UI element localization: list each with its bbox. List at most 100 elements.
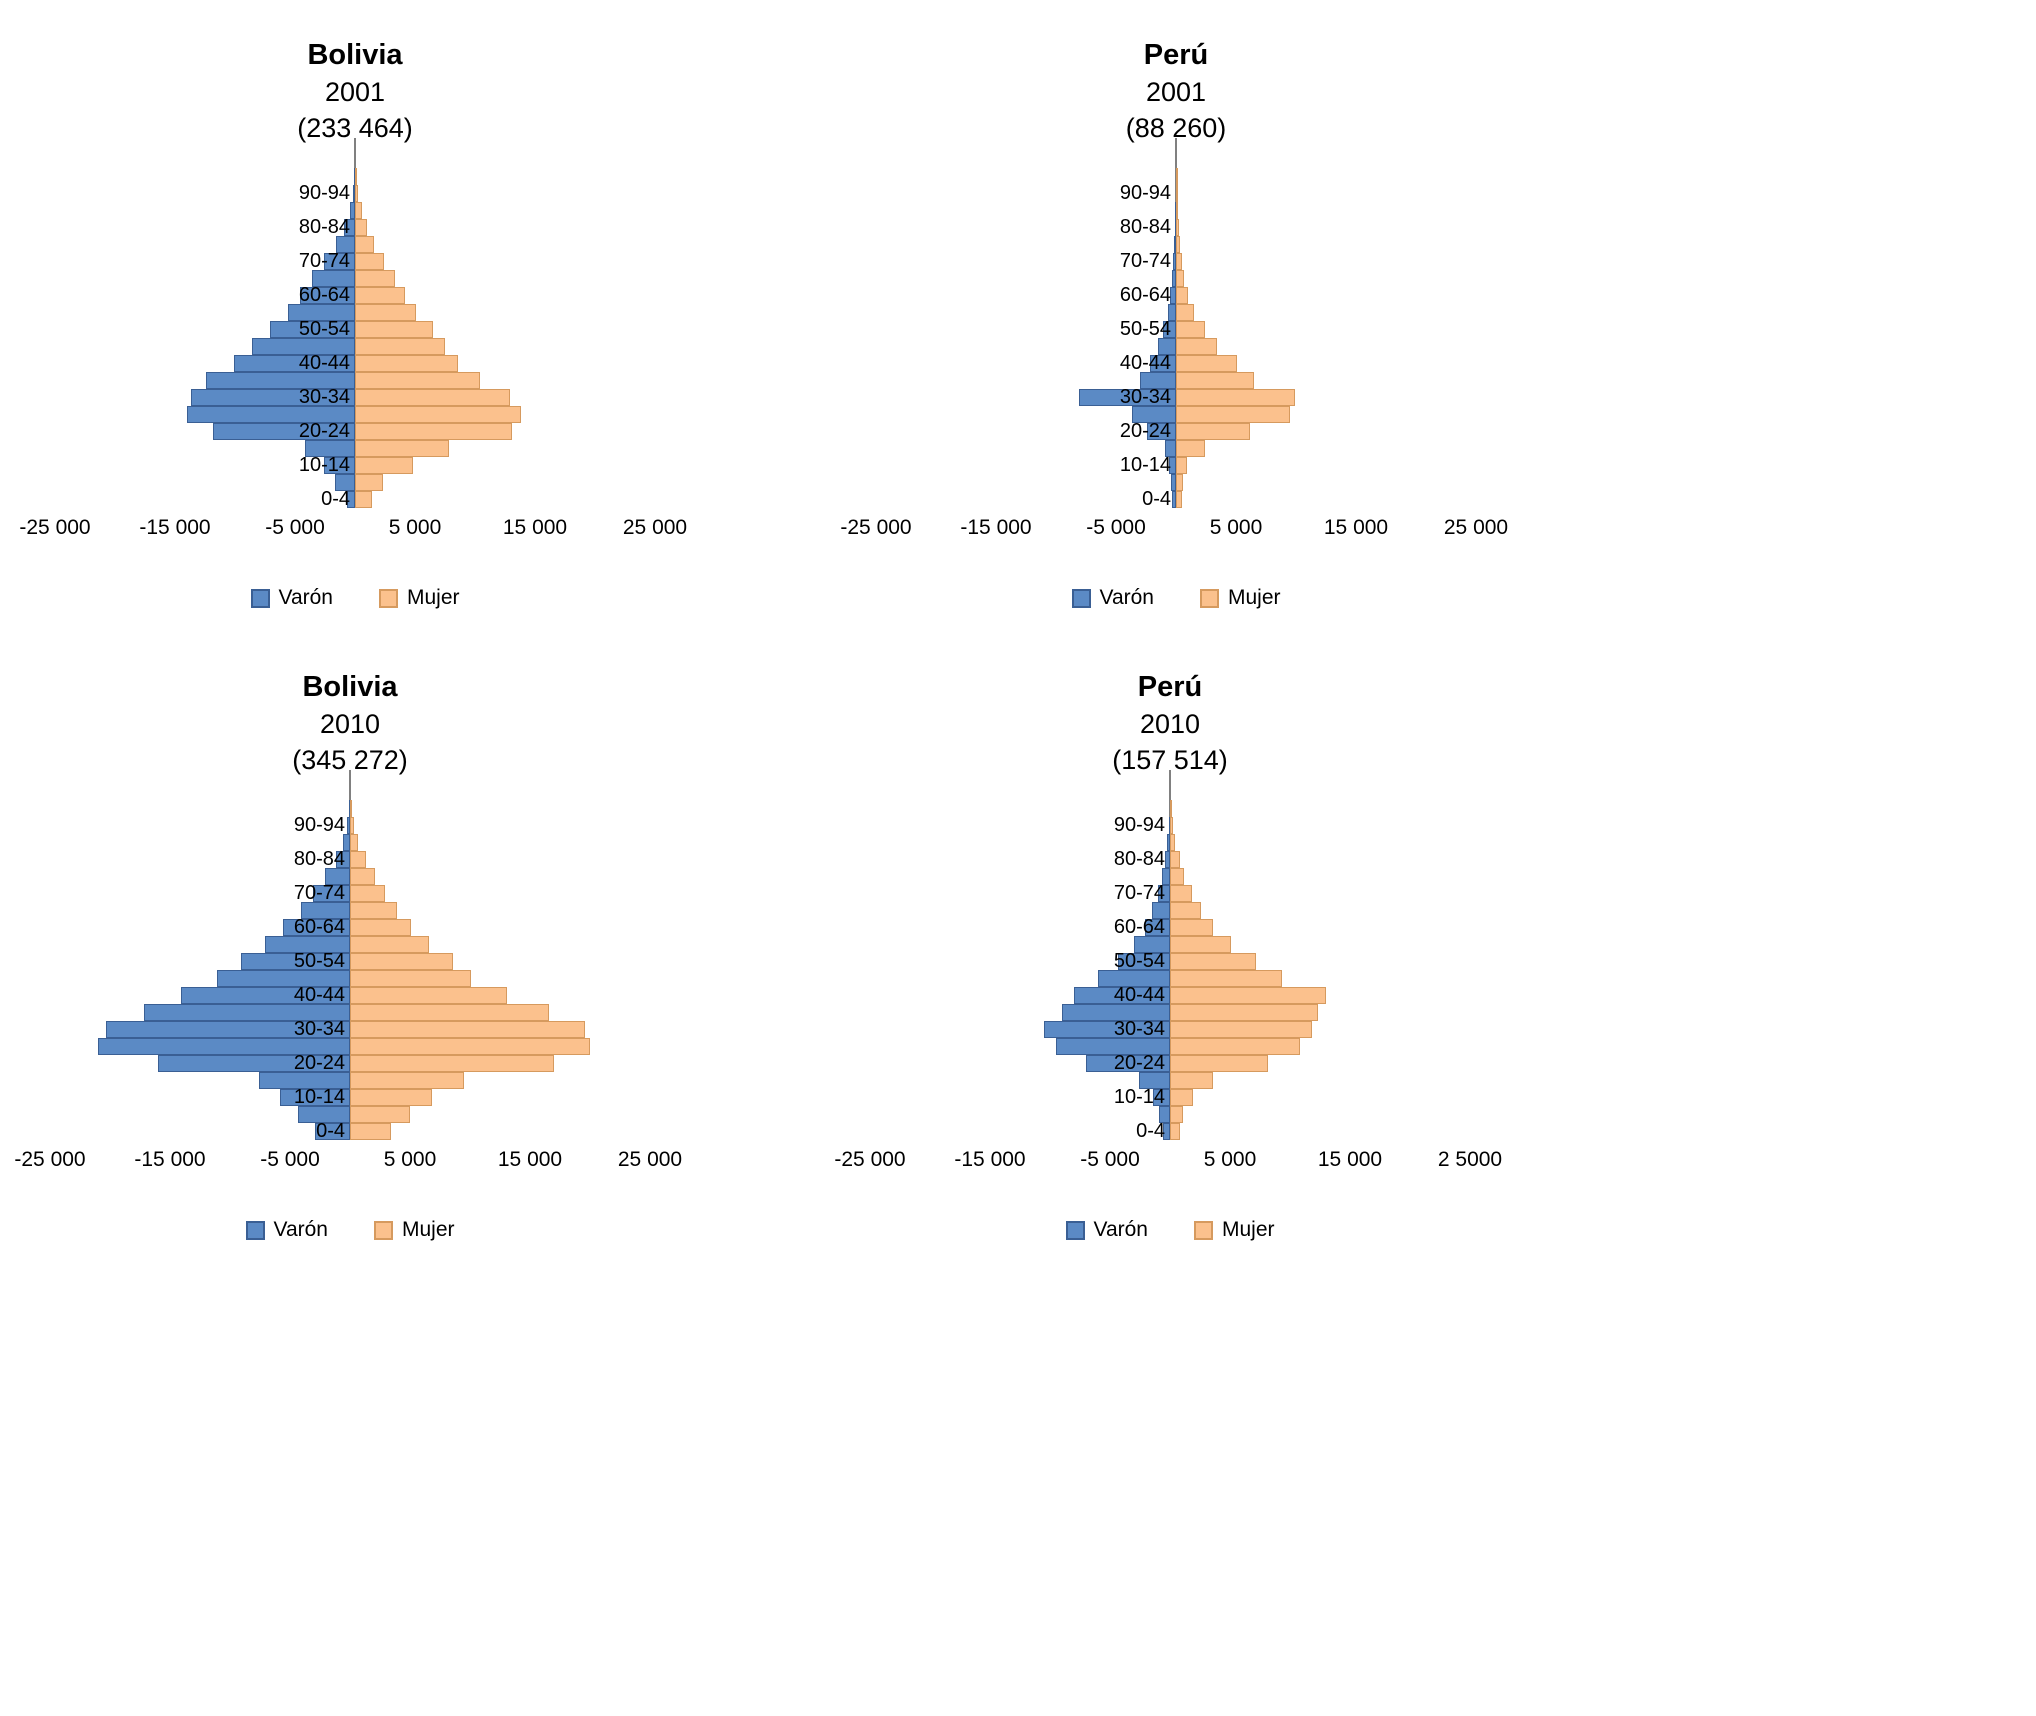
male-legend-swatch <box>250 588 270 608</box>
pyramid-bar-male <box>335 236 355 253</box>
pyramid-bar-male <box>299 287 355 304</box>
legend-item-male: Varón <box>1065 1218 1148 1242</box>
pyramid-bar-female <box>355 491 372 508</box>
pyramid-bar-male <box>187 406 355 423</box>
pyramid-bar-female <box>350 1123 391 1140</box>
pyramid-bar-female <box>1170 851 1180 868</box>
pyramid-bar-male <box>346 817 350 834</box>
age-group-label: 70-74 <box>293 882 345 904</box>
pyramid-bar-male <box>1044 1021 1170 1038</box>
pyramid-bar-male <box>1165 851 1170 868</box>
legend: Varón Mujer <box>870 1218 1470 1242</box>
pyramid-bar-male <box>1158 885 1170 902</box>
pyramid-bar-male <box>180 987 350 1004</box>
pyramid-bar-male <box>1170 287 1176 304</box>
pyramid-bar-female <box>1176 406 1290 423</box>
pyramid-bar-male <box>1086 1055 1170 1072</box>
pyramid-bar-female <box>355 185 359 202</box>
pyramid-bar-female <box>355 423 513 440</box>
pyramid-bar-male <box>1138 1072 1170 1089</box>
pyramid-bar-female <box>1170 885 1192 902</box>
pyramid-bar-female <box>350 1089 432 1106</box>
pyramid-bar-male <box>1056 1038 1170 1055</box>
age-group-label: 90-94 <box>1119 182 1171 204</box>
pyramid-bar-male <box>324 868 350 885</box>
male-legend-swatch <box>1065 1220 1085 1240</box>
pyramid-bar-female <box>1170 902 1202 919</box>
pyramid-bar-female <box>355 474 383 491</box>
pyramid-bar-female <box>350 1106 410 1123</box>
age-group-label: 60-64 <box>1113 916 1165 938</box>
pyramid-plot: 0-4 10-14 20-24 30-34 40-44 50-54 60-64 70-74 80… <box>870 770 1470 1142</box>
female-legend-swatch <box>1193 1220 1213 1240</box>
x-axis-tick-label: -15 000 <box>134 1148 206 1171</box>
pyramid-bar-female <box>1170 1055 1269 1072</box>
age-group-label: 40-44 <box>1119 352 1171 374</box>
pyramid-bar-female <box>1176 338 1217 355</box>
pyramid-bar-male <box>312 885 350 902</box>
pyramid-bar-male <box>323 457 355 474</box>
chart-peru-2010: Perú 2010 (157 514) 0-4 10-14 20-24 30-34 40… <box>834 668 1502 1242</box>
pyramid-bar-female <box>1170 868 1185 885</box>
age-group-label: 40-44 <box>298 352 350 374</box>
age-group-label: 10-14 <box>1113 1086 1165 1108</box>
x-axis-tick-label: 25 000 <box>1443 516 1509 539</box>
pyramid-bar-female <box>1176 168 1178 185</box>
pyramid-bar-male <box>1131 406 1176 423</box>
pyramid-bar-male <box>282 919 350 936</box>
x-axis-tick-label: 2 5000 <box>1437 1148 1503 1171</box>
age-group-label: 10-14 <box>298 454 350 476</box>
pyramid-bar-female <box>1170 970 1282 987</box>
pyramid-bar-male <box>240 953 350 970</box>
pyramid-bar-female <box>350 1021 586 1038</box>
legend-item-female: Mujer <box>1193 1218 1275 1242</box>
x-axis: -25 000 -15 000 -5 000 5 000 15 000 25 000 <box>14 1140 682 1176</box>
age-group-label: 50-54 <box>1119 318 1171 340</box>
pyramid-bar-male <box>1173 253 1176 270</box>
female-legend-label: Mujer <box>1221 1218 1275 1241</box>
pyramid-bar-male <box>264 936 350 953</box>
age-group-label: 80-84 <box>1113 848 1165 870</box>
x-axis-tick-label: -15 000 <box>960 516 1032 539</box>
pyramid-bar-male <box>280 1089 350 1106</box>
pyramid-bar-female <box>355 202 362 219</box>
pyramid-bar-female <box>355 236 375 253</box>
pyramid-bar-male <box>342 834 350 851</box>
pyramid-bar-male <box>1152 902 1170 919</box>
pyramid-bar-female <box>355 253 384 270</box>
pyramid-bar-male <box>1147 423 1176 440</box>
pyramid-bar-male <box>311 270 355 287</box>
pyramid-bar-female <box>355 287 406 304</box>
age-group-label: 0-4 <box>316 1120 345 1142</box>
chart-year: 2001 <box>324 77 386 107</box>
x-axis-tick-label: 15 000 <box>1323 516 1389 539</box>
x-axis-tick-label: 15 000 <box>502 516 568 539</box>
pyramid-bar-female <box>1170 987 1326 1004</box>
x-axis-tick-label: -5 000 <box>1080 1148 1140 1171</box>
legend-item-male: Varón <box>250 586 333 610</box>
age-group-label: 0-4 <box>1142 488 1171 510</box>
x-axis-tick-label: -15 000 <box>954 1148 1026 1171</box>
x-axis-tick-label: -5 000 <box>1086 516 1146 539</box>
chart-peru-2001: Perú 2001 (88 260) 0-4 10-14 20-24 30-34 40-… <box>840 36 1508 610</box>
chart-header: Perú 2001 (88 260) <box>876 36 1476 146</box>
pyramid-bar-female <box>1170 834 1176 851</box>
pyramid-bar-male <box>1171 270 1176 287</box>
age-group-label: 0-4 <box>1136 1120 1165 1142</box>
pyramid-bar-male <box>1163 321 1176 338</box>
legend: Varón Mujer <box>876 586 1476 610</box>
age-group-label: 80-84 <box>293 848 345 870</box>
pyramid-bar-male <box>1162 1123 1170 1140</box>
pyramid-bar-female <box>350 936 430 953</box>
legend-item-male: Varón <box>245 1218 328 1242</box>
x-axis-tick-label: -5 000 <box>265 516 325 539</box>
x-axis-tick-label: 5 000 <box>1209 516 1263 539</box>
pyramid-bar-female <box>1170 953 1257 970</box>
pyramid-bar-male <box>1162 868 1170 885</box>
x-axis-tick-label: 5 000 <box>388 516 442 539</box>
x-axis-tick-label: -5 000 <box>260 1148 320 1171</box>
pyramid-bar-female <box>350 970 472 987</box>
pyramid-bar-female <box>355 168 357 185</box>
pyramid-bar-female <box>1176 185 1178 202</box>
pyramid-bar-female <box>355 321 433 338</box>
